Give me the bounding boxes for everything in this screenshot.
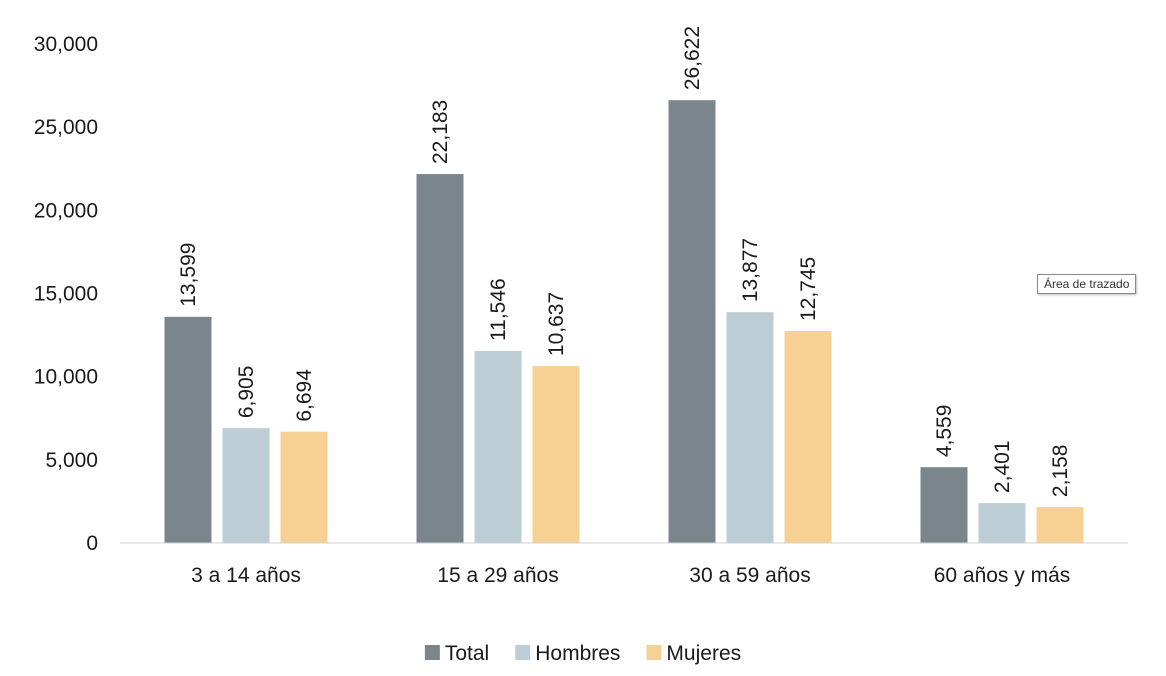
x-tick-label: 15 a 29 años (437, 564, 558, 587)
data-label: 2,158 (1049, 445, 1072, 498)
legend-item-hombres[interactable]: Hombres (515, 642, 620, 665)
bars: 13,599 6,905 6,694 22,183 11,546 10,637 26,622… (164, 26, 1084, 543)
bar-total[interactable] (668, 100, 716, 543)
x-tick-label: 3 a 14 años (191, 564, 301, 587)
y-tick-label: 25,000 (34, 116, 98, 139)
y-tick-label: 20,000 (34, 199, 98, 222)
bar-total[interactable] (416, 174, 464, 543)
legend-label: Mujeres (666, 642, 741, 665)
data-label: 11,546 (487, 278, 510, 341)
bar-hombres[interactable] (222, 428, 270, 543)
legend-item-total[interactable]: Total (424, 642, 489, 665)
bar-mujeres[interactable] (784, 331, 832, 543)
x-tick-label: 30 a 59 años (689, 564, 810, 587)
data-label: 4,559 (933, 405, 956, 458)
data-label: 26,622 (681, 26, 704, 90)
y-tick-label: 15,000 (34, 283, 98, 306)
data-label: 6,694 (293, 369, 316, 422)
bar-mujeres[interactable] (280, 431, 328, 543)
data-label: 2,401 (991, 441, 1014, 494)
bar-hombres[interactable] (978, 503, 1026, 543)
legend: Total Hombres Mujeres (424, 642, 741, 665)
data-label: 22,183 (429, 100, 452, 164)
data-label: 10,637 (545, 292, 568, 356)
bar-total[interactable] (164, 316, 212, 543)
legend-swatch (646, 645, 662, 660)
y-tick-label: 10,000 (34, 366, 98, 389)
data-label: 13,877 (739, 238, 762, 302)
legend-label: Hombres (535, 642, 620, 665)
legend-swatch (424, 645, 440, 660)
bar-hombres[interactable] (726, 312, 774, 543)
bar-hombres[interactable] (474, 350, 522, 543)
y-tick-label: 30,000 (34, 33, 98, 56)
y-tick-label: 0 (86, 532, 98, 555)
bar-mujeres[interactable] (1036, 507, 1084, 543)
plot-area-tooltip: Área de trazado (1037, 274, 1137, 294)
y-axis: 0 5,000 10,000 15,000 20,000 25,000 30,000 (34, 33, 98, 555)
data-label: 6,905 (235, 366, 258, 419)
x-tick-label: 60 años y más (934, 564, 1071, 587)
legend-label: Total (445, 642, 489, 665)
bar-total[interactable] (920, 467, 968, 543)
data-label: 13,599 (177, 243, 200, 307)
x-axis: 3 a 14 años 15 a 29 años 30 a 59 años 60 añ… (120, 542, 1128, 587)
legend-swatch (515, 645, 531, 660)
data-label: 12,745 (797, 257, 820, 321)
y-tick-label: 5,000 (45, 449, 98, 472)
legend-item-mujeres[interactable]: Mujeres (646, 642, 741, 665)
bar-mujeres[interactable] (532, 366, 580, 543)
